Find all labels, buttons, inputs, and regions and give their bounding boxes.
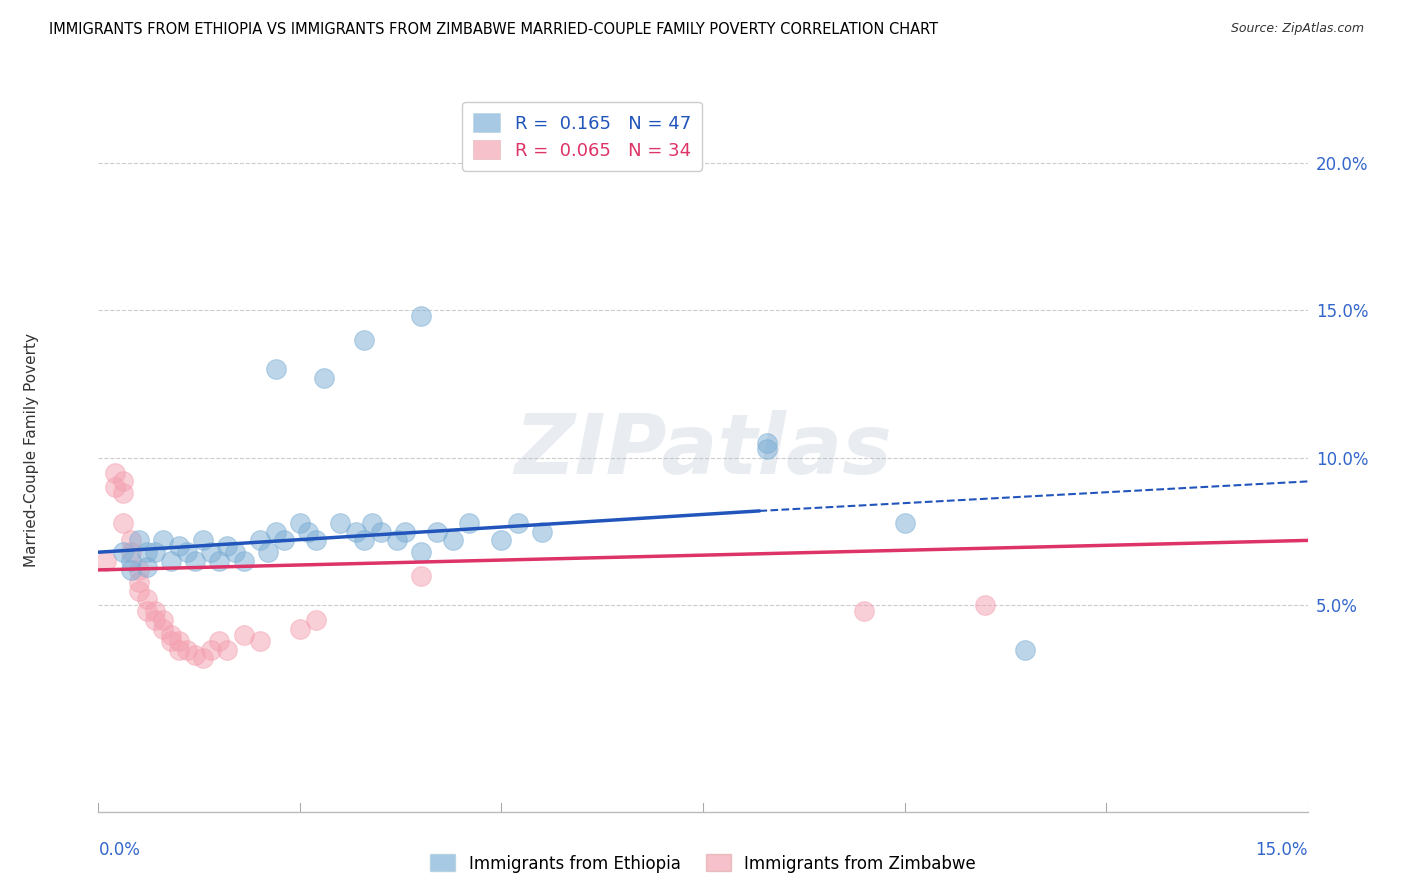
Point xyxy=(111,475,134,489)
Point xyxy=(208,633,231,648)
Point xyxy=(152,622,174,636)
Point xyxy=(249,633,271,648)
Point xyxy=(152,613,174,627)
Point xyxy=(120,554,142,568)
Point xyxy=(288,516,311,530)
Point xyxy=(288,622,311,636)
Point xyxy=(224,545,246,559)
Point xyxy=(193,533,215,548)
Point xyxy=(458,516,481,530)
Point xyxy=(256,545,278,559)
Point xyxy=(135,560,157,574)
Point xyxy=(232,554,254,568)
Point xyxy=(314,371,336,385)
Point xyxy=(120,533,142,548)
Point xyxy=(128,563,150,577)
Point xyxy=(217,539,239,553)
Point xyxy=(426,524,449,539)
Text: 15.0%: 15.0% xyxy=(1256,841,1308,859)
Point xyxy=(128,533,150,548)
Point xyxy=(353,533,375,548)
Text: IMMIGRANTS FROM ETHIOPIA VS IMMIGRANTS FROM ZIMBABWE MARRIED-COUPLE FAMILY POVER: IMMIGRANTS FROM ETHIOPIA VS IMMIGRANTS F… xyxy=(49,22,938,37)
Point xyxy=(111,545,134,559)
Point xyxy=(1014,642,1036,657)
Point xyxy=(394,524,416,539)
Point xyxy=(96,554,118,568)
Point xyxy=(111,486,134,500)
Point xyxy=(409,545,432,559)
Point xyxy=(200,642,222,657)
Point xyxy=(491,533,513,548)
Point xyxy=(143,545,166,559)
Point xyxy=(853,604,876,618)
Point xyxy=(893,516,915,530)
Point xyxy=(143,604,166,618)
Point xyxy=(103,480,125,494)
Point xyxy=(160,628,183,642)
Point xyxy=(297,524,319,539)
Point xyxy=(361,516,384,530)
Point xyxy=(200,545,222,559)
Point xyxy=(208,554,231,568)
Point xyxy=(135,604,157,618)
Point xyxy=(273,533,295,548)
Point xyxy=(135,545,157,559)
Point xyxy=(756,436,779,450)
Point xyxy=(409,310,432,324)
Point xyxy=(530,524,553,539)
Point xyxy=(370,524,392,539)
Point xyxy=(441,533,464,548)
Point xyxy=(167,642,190,657)
Point xyxy=(143,613,166,627)
Point xyxy=(232,628,254,642)
Point xyxy=(305,533,328,548)
Legend: Immigrants from Ethiopia, Immigrants from Zimbabwe: Immigrants from Ethiopia, Immigrants fro… xyxy=(423,847,983,880)
Point xyxy=(756,442,779,456)
Point xyxy=(176,545,198,559)
Point xyxy=(120,545,142,559)
Point xyxy=(128,574,150,589)
Point xyxy=(344,524,367,539)
Point xyxy=(264,524,287,539)
Point xyxy=(329,516,352,530)
Legend: R =  0.165   N = 47, R =  0.065   N = 34: R = 0.165 N = 47, R = 0.065 N = 34 xyxy=(463,102,702,170)
Text: Source: ZipAtlas.com: Source: ZipAtlas.com xyxy=(1230,22,1364,36)
Text: Married-Couple Family Poverty: Married-Couple Family Poverty xyxy=(24,334,39,567)
Point xyxy=(152,533,174,548)
Text: ZIPatlas: ZIPatlas xyxy=(515,410,891,491)
Point xyxy=(264,362,287,376)
Point xyxy=(184,648,207,663)
Point xyxy=(167,539,190,553)
Point xyxy=(974,599,997,613)
Point xyxy=(160,633,183,648)
Point xyxy=(135,592,157,607)
Point xyxy=(409,569,432,583)
Point xyxy=(103,466,125,480)
Point xyxy=(353,333,375,347)
Text: 0.0%: 0.0% xyxy=(98,841,141,859)
Point xyxy=(217,642,239,657)
Point xyxy=(111,516,134,530)
Point xyxy=(120,563,142,577)
Point xyxy=(167,633,190,648)
Point xyxy=(506,516,529,530)
Point xyxy=(176,642,198,657)
Point xyxy=(385,533,408,548)
Point xyxy=(249,533,271,548)
Point xyxy=(184,554,207,568)
Point xyxy=(193,651,215,665)
Point xyxy=(128,583,150,598)
Point xyxy=(160,554,183,568)
Point xyxy=(305,613,328,627)
